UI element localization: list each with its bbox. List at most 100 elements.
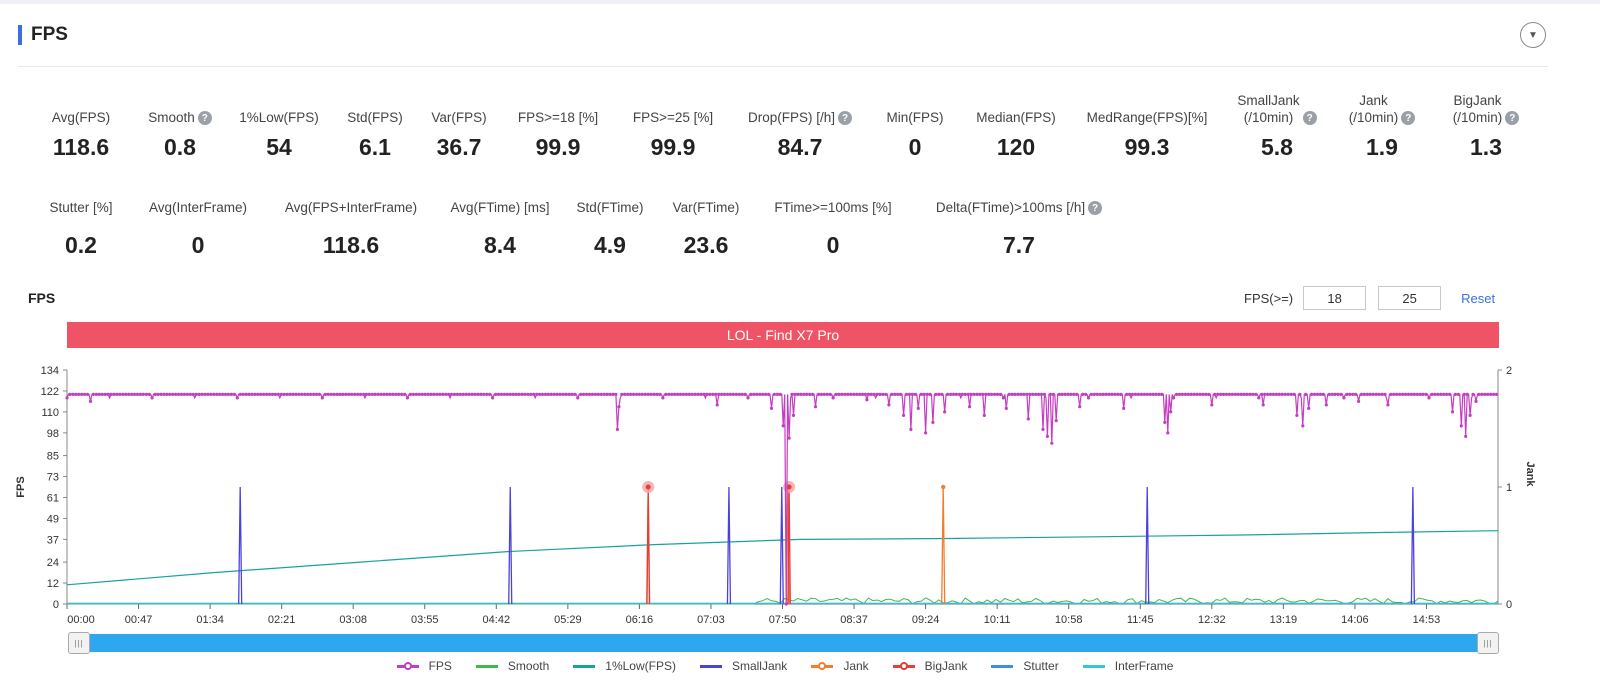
fps-point xyxy=(1330,392,1334,396)
fps-point xyxy=(949,392,953,396)
help-icon[interactable]: ? xyxy=(197,111,212,125)
reset-button[interactable]: Reset xyxy=(1461,290,1496,306)
fps-point xyxy=(282,392,286,396)
fps-point xyxy=(150,396,154,400)
fps-point xyxy=(1427,396,1431,400)
legend-item[interactable]: Stutter xyxy=(991,659,1059,673)
fps-point xyxy=(247,392,251,396)
fps-point xyxy=(667,392,671,396)
fps-point xyxy=(168,392,172,396)
fps-point xyxy=(937,392,941,396)
fps-point xyxy=(931,420,935,424)
legend-item[interactable]: Smooth xyxy=(475,659,549,673)
legend-item[interactable]: BigJank xyxy=(892,659,967,673)
legend-swatch-icon xyxy=(811,660,834,672)
help-icon[interactable]: ? xyxy=(1505,111,1520,125)
fps-point xyxy=(746,396,750,400)
scroll-handle-left[interactable]: ||| xyxy=(68,632,90,654)
fps-point xyxy=(828,392,832,396)
metrics-row-primary: Avg(FPS) 118.6 Smooth? 0.8 1%Low(FPS) 54 Std(F… xyxy=(28,90,1540,161)
fps-threshold-input-2[interactable] xyxy=(1378,286,1442,310)
fps-point xyxy=(1145,392,1149,396)
legend-label: Jank xyxy=(843,659,869,673)
fps-point xyxy=(884,392,888,396)
fps-threshold-input-1[interactable] xyxy=(1303,286,1367,310)
fps-point xyxy=(191,392,195,396)
fps-point xyxy=(185,392,189,396)
fps-point xyxy=(558,392,562,396)
legend-item[interactable]: InterFrame xyxy=(1082,659,1173,673)
fps-point xyxy=(438,392,442,396)
fps-point xyxy=(890,392,894,396)
metric-secondary-1: Avg(InterFrame) 0 xyxy=(134,198,262,259)
fps-point xyxy=(197,392,201,396)
help-icon[interactable]: ? xyxy=(1302,111,1317,125)
fps-point xyxy=(206,392,210,396)
metric-primary-0: Avg(FPS) 118.6 xyxy=(28,90,134,161)
fps-point xyxy=(373,392,377,396)
help-icon[interactable]: ? xyxy=(1401,111,1416,125)
metric-label-text: Var(FTime) xyxy=(672,200,740,215)
fps-point xyxy=(511,392,515,396)
fps-point xyxy=(1494,392,1499,396)
help-icon[interactable]: ? xyxy=(838,111,853,125)
fps-point xyxy=(705,392,709,396)
fps-point xyxy=(749,392,753,396)
fps-point xyxy=(188,392,192,396)
fps-point xyxy=(68,392,72,396)
time-range-scrollbar[interactable] xyxy=(68,634,1498,652)
fps-point xyxy=(203,392,207,396)
metric-value: 84.7 xyxy=(777,134,823,160)
fps-point xyxy=(391,392,395,396)
metric-value: 6.1 xyxy=(359,134,391,160)
fps-point xyxy=(1471,392,1475,396)
fps-point xyxy=(118,392,122,396)
y-tick-label: 85 xyxy=(47,451,59,463)
fps-point xyxy=(1198,392,1202,396)
fps-point xyxy=(725,392,730,396)
fps-point xyxy=(940,392,944,396)
y-tick-label: 49 xyxy=(47,513,59,525)
fps-point xyxy=(1339,392,1343,396)
fps-point xyxy=(1333,392,1337,396)
fps-point xyxy=(1412,392,1416,396)
legend-item[interactable]: SmallJank xyxy=(699,659,787,673)
fps-point xyxy=(978,392,982,396)
fps-point xyxy=(1224,392,1229,396)
legend-item[interactable]: FPS xyxy=(396,659,452,673)
metric-value: 120 xyxy=(996,134,1036,160)
fps-point xyxy=(1327,392,1331,396)
fps-point xyxy=(326,392,330,396)
y-tick-label: 37 xyxy=(47,534,59,546)
fps-point xyxy=(306,392,310,396)
scroll-handle-right[interactable]: ||| xyxy=(1477,632,1499,654)
x-tick-label: 02:21 xyxy=(268,614,296,626)
fps-point xyxy=(924,431,928,435)
fps-point xyxy=(127,392,131,396)
fps-point xyxy=(840,392,844,396)
metric-label: Var(FTime) xyxy=(673,198,740,216)
fps-point xyxy=(538,392,542,396)
fps-point xyxy=(1154,392,1158,396)
metric-value: 0.8 xyxy=(164,134,196,160)
fps-point xyxy=(288,392,292,396)
metric-label: Delta(FTime)>100ms [/h]? xyxy=(936,198,1103,216)
fps-point xyxy=(364,392,368,396)
fps-point xyxy=(987,392,991,396)
collapse-button[interactable]: ▼ xyxy=(1520,22,1546,48)
fps-point xyxy=(1389,392,1393,396)
legend-item[interactable]: Jank xyxy=(811,659,869,673)
legend-item[interactable]: 1%Low(FPS) xyxy=(573,659,676,673)
fps-point xyxy=(429,392,433,396)
fps-point xyxy=(758,392,762,396)
fps-point xyxy=(1236,392,1240,396)
fps-point xyxy=(458,392,462,396)
fps-point xyxy=(802,392,806,396)
x-tick-label: 14:06 xyxy=(1341,614,1369,626)
metric-label-text: FPS>=25 [%] xyxy=(632,110,714,125)
help-icon[interactable]: ? xyxy=(1088,201,1103,215)
fps-point xyxy=(232,392,236,396)
smalljank-spike xyxy=(1410,486,1416,605)
fps-point xyxy=(943,410,947,414)
